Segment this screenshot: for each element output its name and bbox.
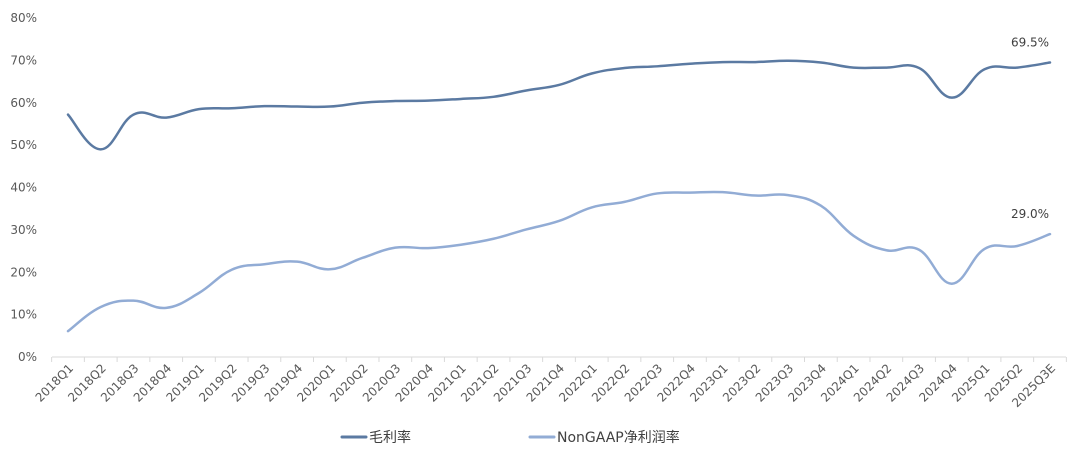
data-labels: 69.5% 29.0% bbox=[1011, 35, 1049, 221]
y-tick-label: 10% bbox=[10, 308, 37, 322]
legend-item-gross-margin: 毛利率 bbox=[340, 429, 411, 446]
end-data-label: 29.0% bbox=[1011, 207, 1049, 221]
x-axis: 2018Q12018Q22018Q32018Q42019Q12019Q22019… bbox=[33, 356, 1067, 410]
y-tick-label: 70% bbox=[10, 53, 37, 67]
y-tick-label: 80% bbox=[10, 11, 37, 25]
legend-label: NonGAAP净利润率 bbox=[557, 429, 680, 446]
series-layer bbox=[66, 59, 1052, 333]
series-line-nongaap-net-margin bbox=[66, 190, 1052, 333]
legend: 毛利率 NonGAAP净利润率 bbox=[340, 429, 680, 446]
y-tick-label: 20% bbox=[10, 265, 37, 279]
y-axis: 0% 10% 20% 30% 40% 50% 60% 70% 80% bbox=[10, 11, 37, 364]
y-tick-label: 60% bbox=[10, 96, 37, 110]
legend-item-nongaap-net-margin: NonGAAP净利润率 bbox=[528, 429, 680, 446]
y-tick-label: 40% bbox=[10, 181, 37, 195]
series-line-gross-margin bbox=[66, 59, 1052, 151]
y-tick-label: 30% bbox=[10, 223, 37, 237]
end-data-label: 69.5% bbox=[1011, 35, 1049, 49]
legend-label: 毛利率 bbox=[369, 429, 411, 446]
y-tick-label: 50% bbox=[10, 138, 37, 152]
y-tick-label: 0% bbox=[18, 350, 37, 364]
